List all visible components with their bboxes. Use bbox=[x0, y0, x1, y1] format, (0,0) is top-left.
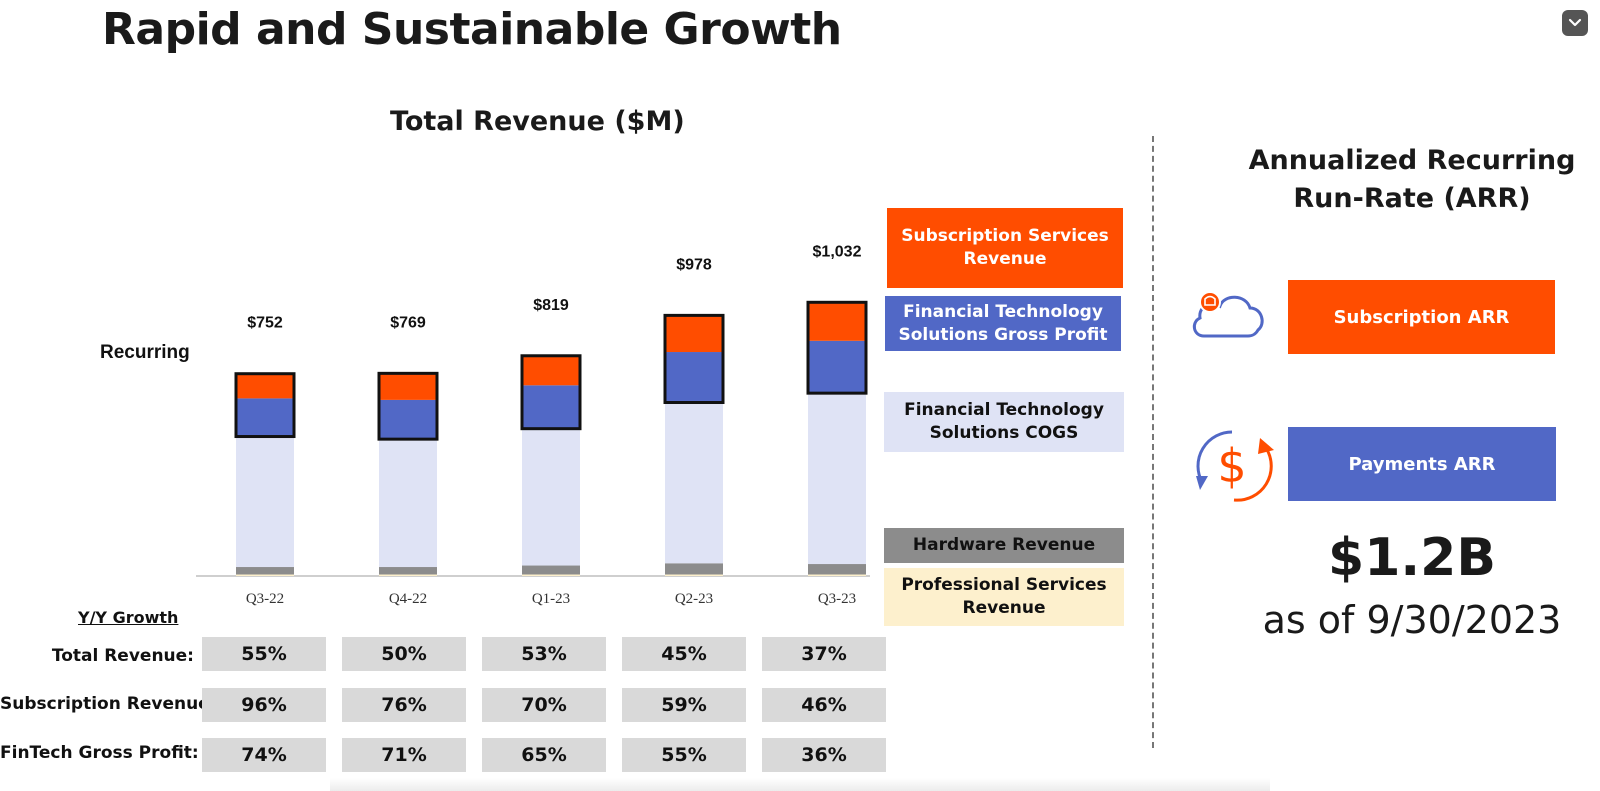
growth-cell: 76% bbox=[342, 688, 466, 722]
legend-fintech-gross-profit: Financial Technology Solutions Gross Pro… bbox=[885, 296, 1121, 351]
arr-title: Annualized Recurring Run-Rate (ARR) bbox=[1232, 142, 1592, 218]
yy-growth-heading: Y/Y Growth bbox=[78, 608, 179, 627]
recurring-outline bbox=[234, 372, 296, 439]
recurring-outline bbox=[806, 300, 868, 395]
growth-cell: 46% bbox=[762, 688, 886, 722]
bar-segment bbox=[665, 563, 723, 575]
bar-segment bbox=[665, 352, 723, 403]
bar-total-label: $978 bbox=[676, 256, 712, 273]
bar-segment bbox=[522, 574, 580, 576]
bar-segment bbox=[665, 315, 723, 353]
section-divider bbox=[1152, 136, 1154, 748]
legend-label: Hardware Revenue bbox=[912, 535, 1096, 555]
growth-row-label-total-revenue: Total Revenue: bbox=[51, 646, 194, 666]
legend-label: Financial Technology Solutions Gross Pro… bbox=[898, 301, 1108, 345]
growth-cell: 53% bbox=[482, 637, 606, 671]
arr-value: $1.2B bbox=[1328, 528, 1496, 588]
growth-cell: 74% bbox=[202, 738, 326, 772]
page-title: Rapid and Sustainable Growth bbox=[102, 4, 842, 55]
legend-fintech-cogs: Financial Technology Solutions COGS bbox=[884, 392, 1124, 452]
bar-segment bbox=[379, 439, 437, 568]
bar-segment bbox=[522, 385, 580, 429]
revenue-chart: $752 Q3-22 $769 Q4-22 $819 Q1-23 $978 Q2-23 $1,0… bbox=[196, 243, 870, 607]
bar-segment bbox=[379, 399, 437, 440]
bar-total-label: $752 bbox=[247, 315, 283, 332]
bar-segment bbox=[236, 398, 294, 437]
bar-segment bbox=[808, 564, 866, 575]
bar-segment bbox=[236, 574, 294, 576]
growth-cell: 50% bbox=[342, 637, 466, 671]
growth-cell: 36% bbox=[762, 738, 886, 772]
bar-segment bbox=[522, 355, 580, 386]
x-tick-label: Q3-22 bbox=[246, 591, 284, 607]
growth-cell: 55% bbox=[622, 738, 746, 772]
growth-row-label-fintech-gross-profit: FinTech Gross Profit: bbox=[0, 743, 199, 763]
svg-text:$: $ bbox=[1217, 439, 1246, 493]
bar-segment bbox=[665, 402, 723, 564]
subscription-arr-label: Subscription ARR bbox=[1333, 306, 1510, 328]
legend-hardware-revenue: Hardware Revenue bbox=[884, 528, 1124, 563]
dollar-cycle-icon: $ bbox=[1196, 430, 1274, 502]
bar-segment bbox=[379, 373, 437, 400]
collapse-button[interactable] bbox=[1562, 10, 1588, 36]
growth-cell: 71% bbox=[342, 738, 466, 772]
payments-arr-label: Payments ARR bbox=[1348, 453, 1496, 475]
growth-row-label-subscription-revenue: Subscription Revenue: bbox=[0, 694, 217, 714]
bar-segment bbox=[236, 567, 294, 575]
x-tick-label: Q1-23 bbox=[532, 591, 570, 607]
bar-segment bbox=[808, 574, 866, 576]
growth-cell: 59% bbox=[622, 688, 746, 722]
subscription-arr-box: Subscription ARR bbox=[1288, 280, 1555, 354]
growth-cell: 65% bbox=[482, 738, 606, 772]
legend-subscription-services-revenue: Subscription Services Revenue bbox=[887, 208, 1123, 288]
x-tick-label: Q2-23 bbox=[675, 591, 713, 607]
arr-title-line-2: Run-Rate (ARR) bbox=[1293, 183, 1531, 214]
bar-segment bbox=[522, 565, 580, 575]
x-tick-label: Q4-22 bbox=[389, 591, 427, 607]
bar-segment bbox=[236, 436, 294, 568]
legend-label: Professional Services Revenue bbox=[901, 575, 1107, 618]
growth-cell: 55% bbox=[202, 637, 326, 671]
payments-arr-box: Payments ARR bbox=[1288, 427, 1556, 501]
bar-total-label: $1,032 bbox=[813, 243, 862, 260]
cloud-icon bbox=[1192, 291, 1264, 338]
arr-title-line-1: Annualized Recurring bbox=[1248, 145, 1576, 176]
legend-label: Subscription Services Revenue bbox=[901, 226, 1109, 269]
recurring-outline bbox=[663, 313, 725, 405]
bar-segment bbox=[665, 574, 723, 576]
bottom-shadow bbox=[330, 778, 1270, 791]
bar-segment bbox=[522, 428, 580, 566]
growth-cell: 70% bbox=[482, 688, 606, 722]
bar-segment bbox=[379, 567, 437, 575]
bar-segment bbox=[808, 393, 866, 565]
bar-segment bbox=[808, 340, 866, 394]
recurring-label: Recurring bbox=[100, 342, 190, 363]
recurring-outline bbox=[520, 354, 582, 431]
chart-title: Total Revenue ($M) bbox=[390, 106, 685, 137]
recurring-outline bbox=[377, 371, 439, 441]
bar-segment bbox=[236, 373, 294, 399]
bar-segment bbox=[808, 302, 866, 341]
bar-total-label: $819 bbox=[533, 297, 569, 314]
bar-segment bbox=[379, 574, 437, 576]
growth-cell: 45% bbox=[622, 637, 746, 671]
x-tick-label: Q3-23 bbox=[818, 591, 856, 607]
growth-cell: 37% bbox=[762, 637, 886, 671]
bar-total-label: $769 bbox=[390, 314, 426, 331]
legend-professional-services-revenue: Professional Services Revenue bbox=[884, 568, 1124, 626]
chevron-down-icon bbox=[1568, 18, 1582, 27]
legend-label: Financial Technology Solutions COGS bbox=[904, 400, 1104, 443]
arr-as-of-date: as of 9/30/2023 bbox=[1262, 598, 1562, 642]
growth-cell: 96% bbox=[202, 688, 326, 722]
